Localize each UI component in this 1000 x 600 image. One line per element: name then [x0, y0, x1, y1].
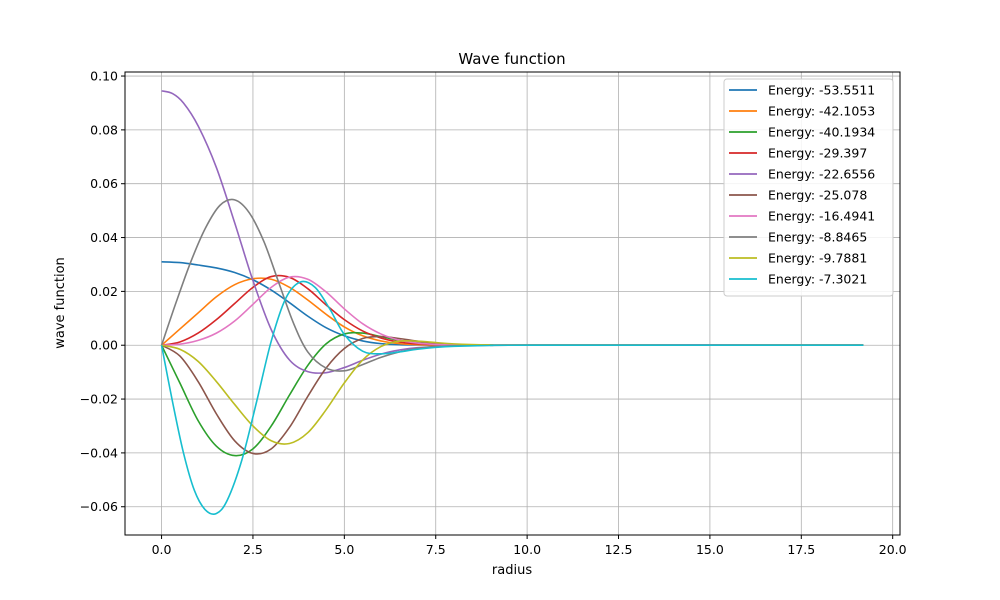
legend-label: Energy: -22.6556: [768, 167, 875, 182]
y-tick-label: 0.00: [90, 338, 118, 353]
chart-title: Wave function: [458, 50, 565, 68]
y-axis-label: wave function: [53, 257, 68, 349]
x-tick-label: 20.0: [879, 542, 907, 557]
x-tick-label: 7.5: [426, 542, 446, 557]
series-line-10: [160, 280, 864, 515]
y-tick-label: 0.06: [90, 176, 118, 191]
x-tick-label: 15.0: [696, 542, 724, 557]
y-tick-label: 0.08: [90, 122, 118, 137]
y-tick-label: −0.06: [80, 499, 118, 514]
y-tick-label: −0.04: [80, 445, 118, 460]
legend-label: Energy: -40.1934: [768, 125, 875, 140]
plot-frame: [124, 71, 901, 536]
y-tick-label: 0.04: [90, 230, 118, 245]
x-tick-label: 2.5: [243, 542, 263, 557]
y-tick-label: −0.02: [80, 392, 118, 407]
ticks: 0.0 2.5 5.0 7.5 10.0 12.5 15.0 17.5 20.0 −0.06 −0.…: [80, 69, 907, 557]
legend-label: Energy: -7.3021: [768, 272, 867, 287]
y-tick-label: 0.10: [90, 69, 118, 84]
legend-label: Energy: -25.078: [768, 188, 867, 203]
legend-box: [723, 78, 894, 297]
legend-label: Energy: -29.397: [768, 146, 867, 161]
x-axis-label: radius: [492, 563, 532, 578]
legend-label: Energy: -16.4941: [768, 209, 875, 224]
y-tick-label: 0.02: [90, 284, 118, 299]
x-tick-label: 5.0: [334, 542, 354, 557]
legend-label: Energy: -53.5511: [768, 83, 875, 98]
legend: Energy: -53.5511 Energy: -42.1053 Energy: …: [723, 78, 894, 297]
series-layer: [160, 90, 864, 515]
x-tick-label: 12.5: [605, 542, 633, 557]
x-tick-label: 0.0: [152, 542, 172, 557]
legend-label: Energy: -9.7881: [768, 251, 867, 266]
x-tick-label: 10.0: [513, 542, 541, 557]
legend-label: Energy: -8.8465: [768, 230, 867, 245]
legend-label: Energy: -42.1053: [768, 104, 875, 119]
x-tick-label: 17.5: [787, 542, 815, 557]
